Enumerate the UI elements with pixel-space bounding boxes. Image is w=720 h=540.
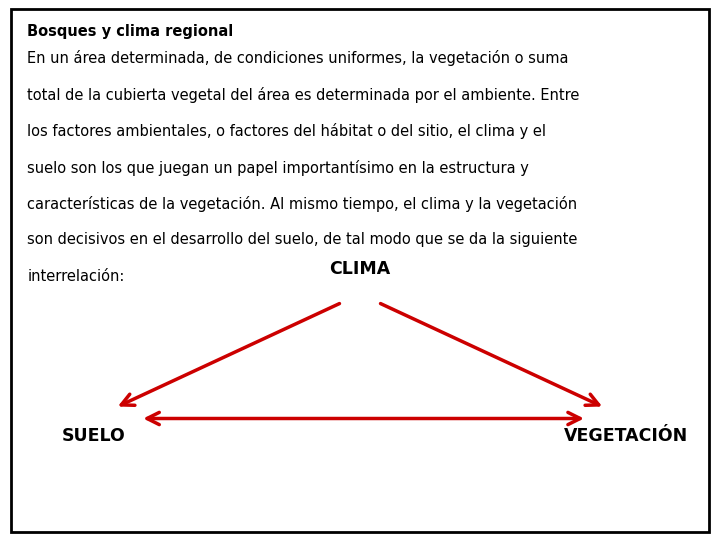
Text: total de la cubierta vegetal del área es determinada por el ambiente. Entre: total de la cubierta vegetal del área es… [27,87,580,103]
Text: características de la vegetación. Al mismo tiempo, el clima y la vegetación: características de la vegetación. Al mis… [27,196,577,212]
Text: En un área determinada, de condiciones uniformes, la vegetación o suma: En un área determinada, de condiciones u… [27,50,569,66]
Text: Bosques y clima regional: Bosques y clima regional [27,24,233,39]
Text: interrelación:: interrelación: [27,269,125,284]
Text: CLIMA: CLIMA [329,260,391,278]
Text: VEGETACIÓN: VEGETACIÓN [564,427,688,444]
Text: son decisivos en el desarrollo del suelo, de tal modo que se da la siguiente: son decisivos en el desarrollo del suelo… [27,233,577,247]
Text: SUELO: SUELO [62,427,125,444]
Text: los factores ambientales, o factores del hábitat o del sitio, el clima y el: los factores ambientales, o factores del… [27,123,546,139]
Text: suelo son los que juegan un papel importantísimo en la estructura y: suelo son los que juegan un papel import… [27,160,529,176]
